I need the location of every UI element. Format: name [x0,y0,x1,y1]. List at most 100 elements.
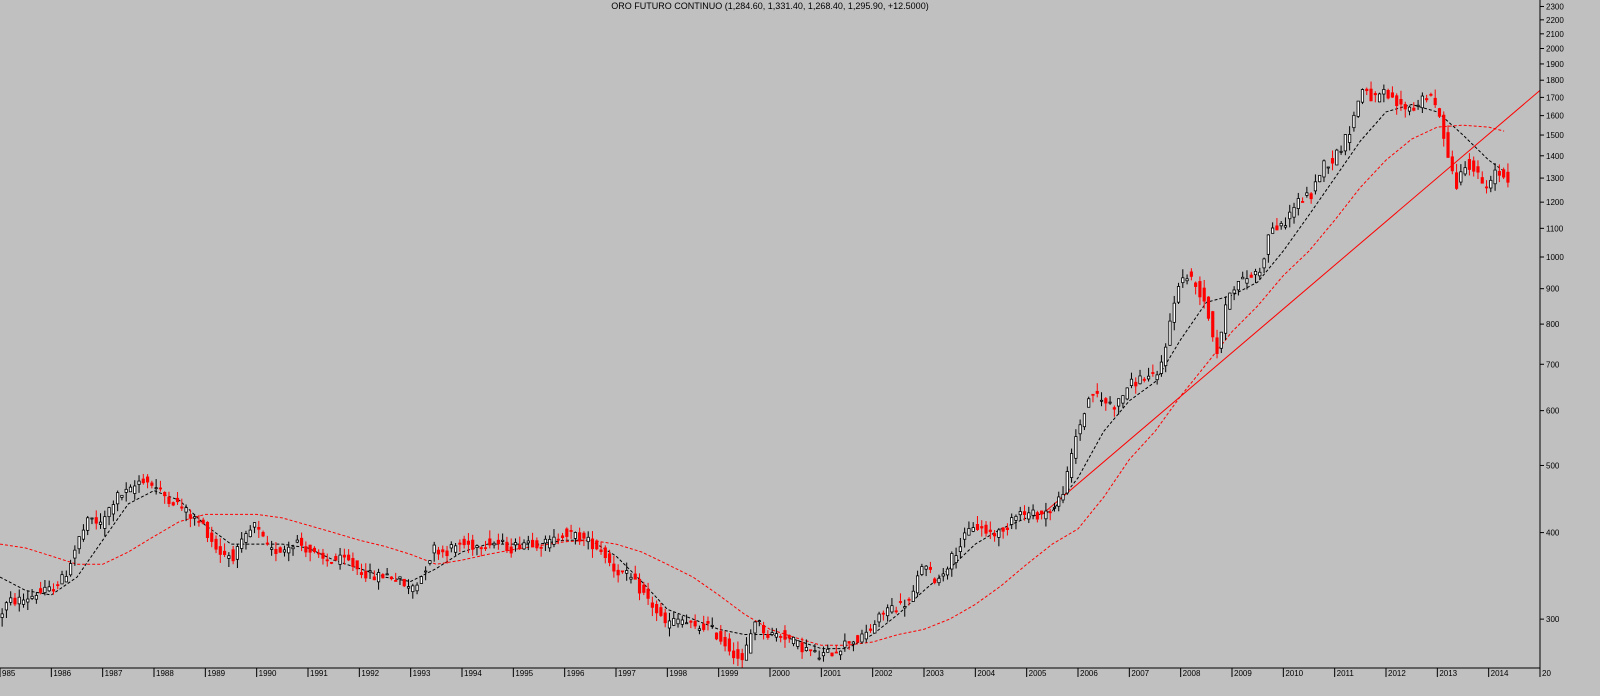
candle [214,535,218,554]
candle [17,589,21,612]
candles-layer [0,81,1510,668]
x-tick-label-2011: 2011 [1337,669,1355,678]
candle [1373,91,1377,103]
series-line-1 [0,124,1505,646]
candle [282,545,287,557]
candle [274,542,278,562]
candle [1493,163,1497,191]
candle [578,527,582,545]
candle [1176,282,1181,305]
candle [770,627,774,637]
candle [103,510,107,537]
candle [34,592,38,604]
candle [646,582,650,605]
x-tick-label-2006: 2006 [1080,669,1098,678]
candle [116,490,120,512]
candle [924,565,928,577]
x-tick-label-1999: 1999 [721,669,739,678]
candle [205,521,210,543]
candle [462,535,466,549]
candle [1082,412,1086,431]
candle [94,510,98,530]
candle [1305,186,1309,198]
candle [1339,145,1343,155]
candle [1232,286,1236,301]
x-tick-label-1993: 1993 [413,669,431,678]
candle [364,563,368,582]
candle [1172,295,1176,331]
candle [1279,221,1283,230]
candle [471,534,475,556]
candle [1335,148,1339,166]
candle [945,566,950,580]
y-tick-label-2300: 2300 [1546,2,1564,11]
candle [1429,92,1433,97]
candle [1480,171,1484,184]
candle [1057,491,1061,512]
x-tick-label-2010: 2010 [1285,669,1303,678]
candle [1211,310,1215,342]
candle [141,473,145,485]
x-tick-label-2003: 2003 [926,669,944,678]
candle [839,650,843,660]
candle [1249,272,1253,278]
candle [903,599,907,617]
candle [633,565,637,580]
candle [967,521,971,536]
candle [188,509,192,528]
candle [719,625,723,645]
candle [21,593,26,608]
candle [257,520,261,538]
candle [894,606,898,614]
candle [886,604,890,622]
candle [1147,367,1151,382]
candle [984,521,988,537]
candle [398,576,402,585]
candle [1224,296,1228,341]
candle [265,535,269,546]
y-tick-label-1500: 1500 [1546,131,1564,140]
candle [697,625,701,635]
candle [406,579,411,595]
x-tick-label-2004: 2004 [977,669,995,678]
candle [231,545,235,565]
candle [612,555,616,578]
y-tick-label-800: 800 [1546,320,1560,329]
candle [791,636,796,647]
candle [359,563,364,579]
candle [518,536,522,550]
candle [329,561,334,565]
candle [304,541,308,558]
candle [980,520,984,537]
candle [958,537,962,559]
candle [1035,510,1039,523]
candle [826,644,830,653]
candle [81,524,85,542]
candle [1001,527,1005,539]
candle [1425,94,1429,103]
x-tick-label-2015: 20 [1542,669,1551,678]
candle [1138,369,1142,385]
candle [672,611,676,626]
candle [1189,268,1193,281]
candle [560,532,565,541]
candle [1301,197,1305,203]
candle [971,522,975,533]
candle [1395,93,1399,115]
candle [1296,192,1300,216]
candle [1010,513,1014,530]
chart-title: ORO FUTURO CONTINUO (1,284.60, 1,331.40,… [611,1,928,11]
candle [569,524,573,539]
candle [1275,218,1279,231]
candle [287,541,291,562]
y-tick-label-600: 600 [1546,407,1560,416]
candle [663,608,667,628]
x-tick-label-1986: 1986 [53,669,71,678]
candle [1292,202,1296,224]
candle [1467,153,1471,176]
candle [659,602,663,617]
candle [1506,163,1510,188]
candle [1168,313,1172,346]
candle [441,545,445,558]
candle [1065,466,1069,495]
